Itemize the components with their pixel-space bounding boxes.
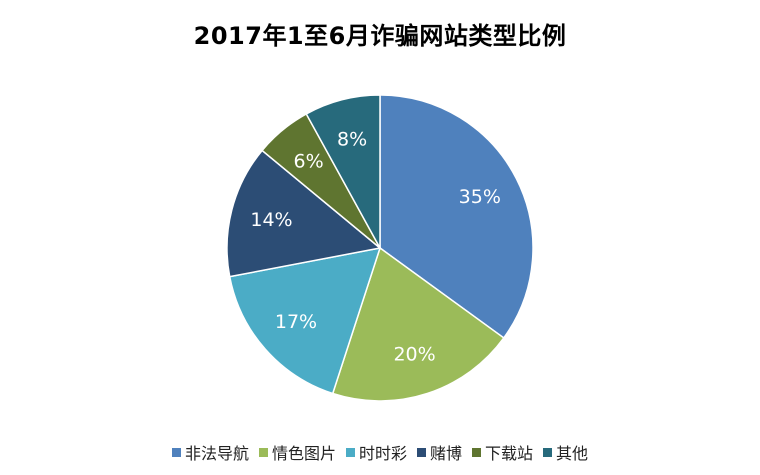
legend-label-download-site: 下载站 — [485, 444, 534, 463]
legend-swatch-illegal-nav — [171, 447, 181, 457]
chart-legend: 非法导航 情色图片 时时彩 赌博 下载站 其他 — [0, 440, 760, 464]
pie-label-erotic-images: 20% — [393, 344, 435, 366]
pie-slice-gambling — [226, 149, 382, 278]
pie-label-lottery: 17% — [275, 311, 317, 333]
pie-labels: 35% 20% 17% 14% 6% 8% — [250, 129, 501, 366]
legend-swatch-erotic-images — [258, 447, 268, 457]
legend-swatch-gambling — [417, 447, 426, 457]
legend-label-illegal-nav: 非法导航 — [184, 444, 249, 463]
legend-swatch-other — [543, 447, 553, 457]
legend-label-lottery: 时时彩 — [358, 444, 407, 463]
legend-label-other: 其他 — [556, 444, 589, 463]
legend-item-gambling: 赌博 — [417, 440, 462, 464]
pie-slice-illegal-nav — [379, 94, 534, 339]
legend-item-illegal-nav: 非法导航 — [171, 440, 249, 464]
pie-label-other: 8% — [337, 129, 367, 151]
legend-item-other: 其他 — [543, 440, 588, 464]
pie-slice-erotic-images — [331, 246, 505, 402]
pie-label-download-site: 6% — [294, 151, 324, 173]
legend-swatch-lottery — [345, 447, 355, 457]
pie-slice-other — [305, 94, 381, 249]
legend-item-erotic-images: 情色图片 — [258, 440, 336, 464]
pie-slice-lottery — [228, 247, 382, 395]
chart-title: 2017年1至6月诈骗网站类型比例 — [193, 22, 567, 50]
legend-label-gambling: 赌博 — [430, 444, 463, 463]
pie-label-gambling: 14% — [250, 209, 292, 231]
pie-label-illegal-nav: 35% — [459, 186, 501, 208]
legend-label-erotic-images: 情色图片 — [271, 444, 336, 463]
legend-swatch-download-site — [472, 447, 482, 457]
legend-item-download-site: 下载站 — [472, 440, 533, 464]
legend-item-lottery: 时时彩 — [345, 440, 407, 464]
pie-slices — [226, 94, 534, 402]
